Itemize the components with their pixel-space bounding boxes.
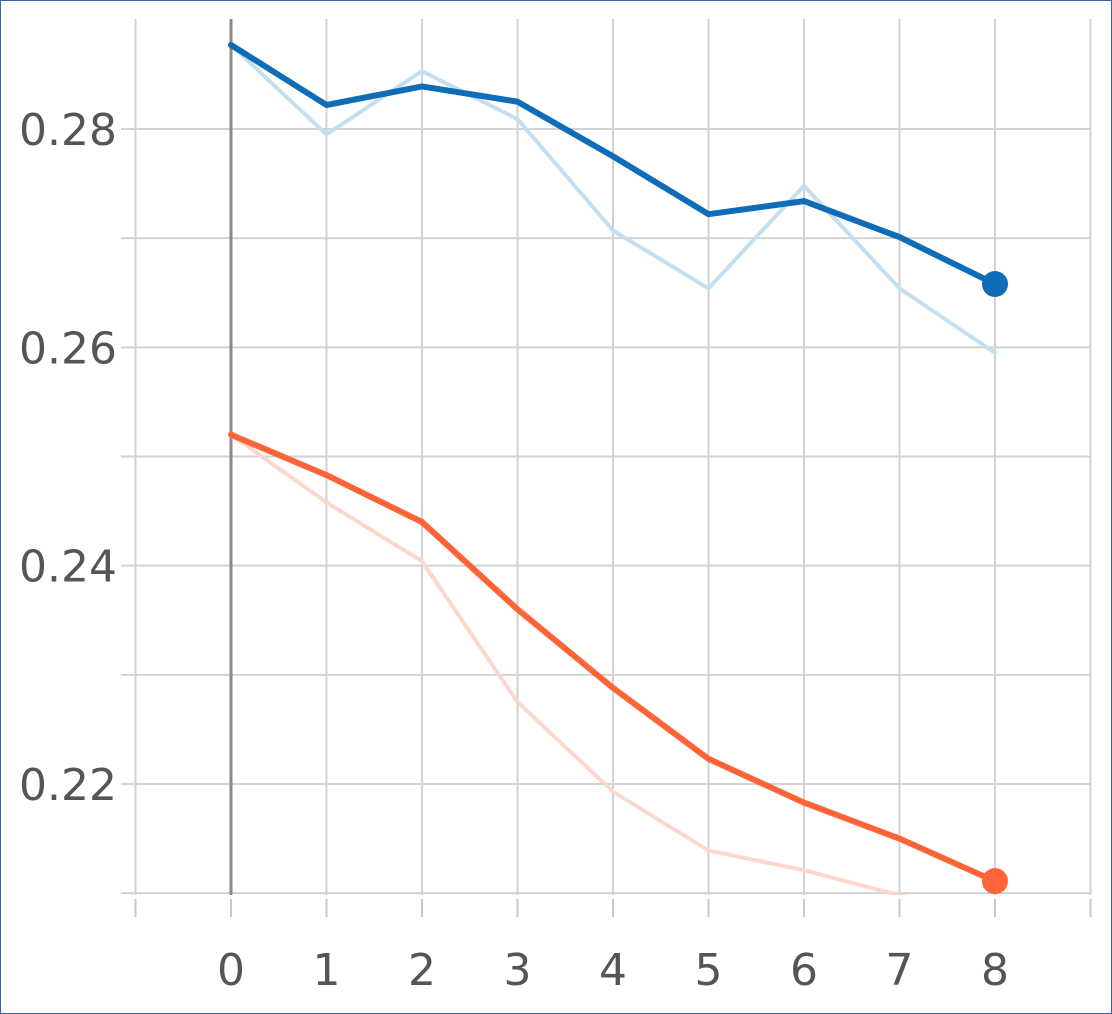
y-tick-label: 0.28	[19, 105, 117, 156]
x-tick-label: 8	[981, 945, 1009, 996]
y-tick-label: 0.26	[19, 323, 117, 374]
y-tick-label: 0.24	[19, 542, 117, 593]
x-tick-label: 5	[695, 945, 723, 996]
series-layer	[228, 41, 998, 895]
x-tick-label: 3	[504, 945, 532, 996]
x-tick-label: 7	[886, 945, 914, 996]
grid-layer	[121, 19, 1092, 917]
raw-series-line	[229, 42, 997, 355]
x-tick-label: 4	[599, 945, 627, 996]
x-tick-label: 2	[408, 945, 436, 996]
smoothed-series-line	[228, 41, 998, 287]
series-end-marker	[982, 271, 1008, 298]
x-tick-label: 6	[790, 945, 818, 996]
smoothed-series-line	[228, 431, 998, 885]
series-end-marker	[982, 868, 1008, 895]
raw-series-line	[229, 432, 909, 895]
x-tick-label: 1	[313, 945, 341, 996]
x-tick-label: 0	[217, 945, 245, 996]
label-layer: 0 1 2 3 4 5 6 7 8 0.22 0.24 0.26 0.28	[19, 105, 1009, 996]
marker-layer	[982, 271, 1008, 895]
y-tick-label: 0.22	[19, 760, 117, 811]
